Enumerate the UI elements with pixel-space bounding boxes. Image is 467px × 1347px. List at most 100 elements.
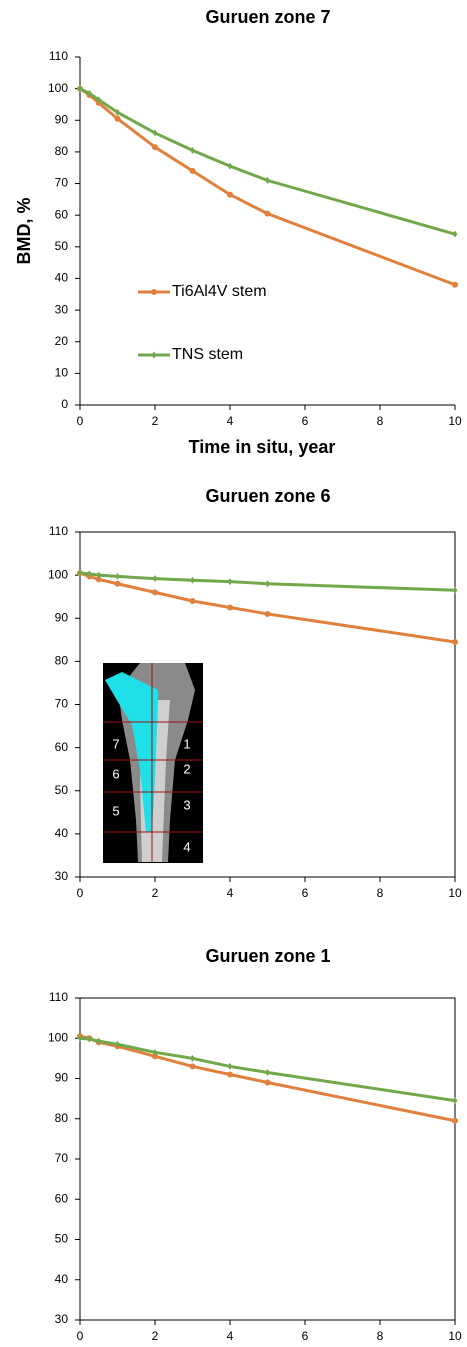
y-tick-label: 30: [55, 302, 69, 316]
y-tick-label: 40: [55, 826, 69, 840]
x-tick-label: 6: [302, 886, 309, 900]
y-tick-label: 0: [61, 397, 68, 411]
point: [265, 1068, 270, 1076]
x-tick-label: 10: [448, 1329, 462, 1343]
x-tick-label: 2: [152, 886, 159, 900]
zone-label: 5: [112, 803, 119, 818]
point: [227, 1071, 233, 1078]
point: [115, 108, 120, 116]
y-tick-label: 90: [55, 610, 69, 624]
chart-title: Guruen zone 6: [205, 486, 330, 506]
point: [264, 610, 271, 617]
x-tick-label: 0: [77, 1329, 84, 1343]
chart-title: Guruen zone 7: [205, 7, 330, 27]
y-tick-label: 30: [55, 1312, 69, 1326]
point: [152, 144, 158, 151]
y-tick-label: 90: [55, 112, 69, 126]
point: [452, 230, 458, 238]
point: [264, 1079, 271, 1086]
y-tick-label: 20: [55, 334, 69, 348]
point: [115, 1040, 120, 1048]
point: [189, 598, 196, 604]
y-tick-label: 80: [55, 144, 69, 158]
point: [189, 1063, 196, 1070]
y-tick-label: 110: [49, 990, 68, 1004]
point: [227, 604, 233, 611]
legend-marker: [151, 351, 157, 359]
point: [452, 281, 458, 288]
point: [265, 176, 270, 184]
point: [86, 570, 92, 578]
point: [227, 578, 233, 586]
x-tick-label: 6: [302, 1329, 309, 1343]
y-tick-label: 70: [55, 697, 69, 711]
zone-label: 2: [183, 761, 190, 776]
point: [115, 572, 120, 580]
point: [95, 576, 102, 583]
y-axis-title: BMD, %: [14, 198, 34, 265]
y-tick-label: 40: [55, 271, 69, 285]
point: [189, 167, 196, 174]
plot-frame: [79, 997, 456, 1321]
y-tick-label: 50: [55, 783, 69, 797]
point: [152, 1048, 158, 1056]
point: [152, 575, 158, 583]
y-tick-label: 90: [55, 1071, 69, 1085]
y-tick-label: 80: [55, 654, 69, 668]
point: [452, 1117, 458, 1124]
zone-label: 6: [112, 766, 119, 781]
y-tick-label: 60: [55, 207, 69, 221]
y-tick-label: 80: [55, 1111, 69, 1125]
y-tick-label: 100: [48, 81, 68, 95]
inset-image: 7 1 6 2 5 3 4: [103, 663, 203, 863]
y-tick-label: 60: [55, 740, 69, 754]
y-tick-label: 70: [55, 176, 69, 190]
x-tick-label: 8: [377, 414, 384, 428]
y-tick-label: 110: [49, 524, 68, 538]
x-tick-label: 8: [377, 1329, 384, 1343]
point: [77, 85, 83, 93]
point: [86, 1035, 92, 1043]
point: [227, 191, 233, 198]
x-tick-label: 4: [227, 1329, 234, 1343]
y-tick-label: 100: [48, 1030, 68, 1044]
point: [452, 638, 458, 645]
point: [152, 589, 158, 596]
x-tick-label: 4: [227, 414, 234, 428]
legend-label: TNS stem: [172, 346, 243, 363]
zone-label: 3: [183, 797, 190, 812]
point: [227, 1062, 233, 1070]
y-tick-label: 70: [55, 1151, 69, 1165]
point: [86, 89, 92, 97]
chart-title: Guruen zone 1: [205, 946, 330, 966]
y-tick-label: 50: [55, 1232, 69, 1246]
zone-label: 1: [183, 736, 190, 751]
point: [190, 1054, 195, 1062]
legend-label: Ti6Al4V stem: [172, 283, 267, 300]
point: [265, 580, 270, 588]
point: [96, 1037, 102, 1045]
point: [190, 576, 195, 584]
y-tick-label: 10: [55, 366, 69, 380]
x-tick-label: 10: [448, 414, 462, 428]
legend-marker: [151, 289, 157, 295]
point: [96, 96, 102, 104]
x-tick-label: 0: [77, 414, 84, 428]
point: [114, 580, 121, 587]
point: [190, 146, 195, 154]
series-line: [79, 87, 456, 287]
y-tick-label: 60: [55, 1191, 69, 1205]
point: [96, 571, 102, 579]
y-tick-label: 110: [49, 49, 68, 63]
x-tick-label: 2: [152, 414, 159, 428]
point: [264, 210, 271, 217]
point: [77, 1034, 83, 1042]
point: [114, 115, 121, 122]
point: [227, 162, 233, 170]
x-axis-title: Time in situ, year: [189, 437, 336, 457]
point: [152, 1053, 158, 1060]
point: [152, 129, 158, 137]
y-tick-label: 40: [55, 1272, 69, 1286]
x-tick-label: 6: [302, 414, 309, 428]
point: [452, 1097, 458, 1105]
